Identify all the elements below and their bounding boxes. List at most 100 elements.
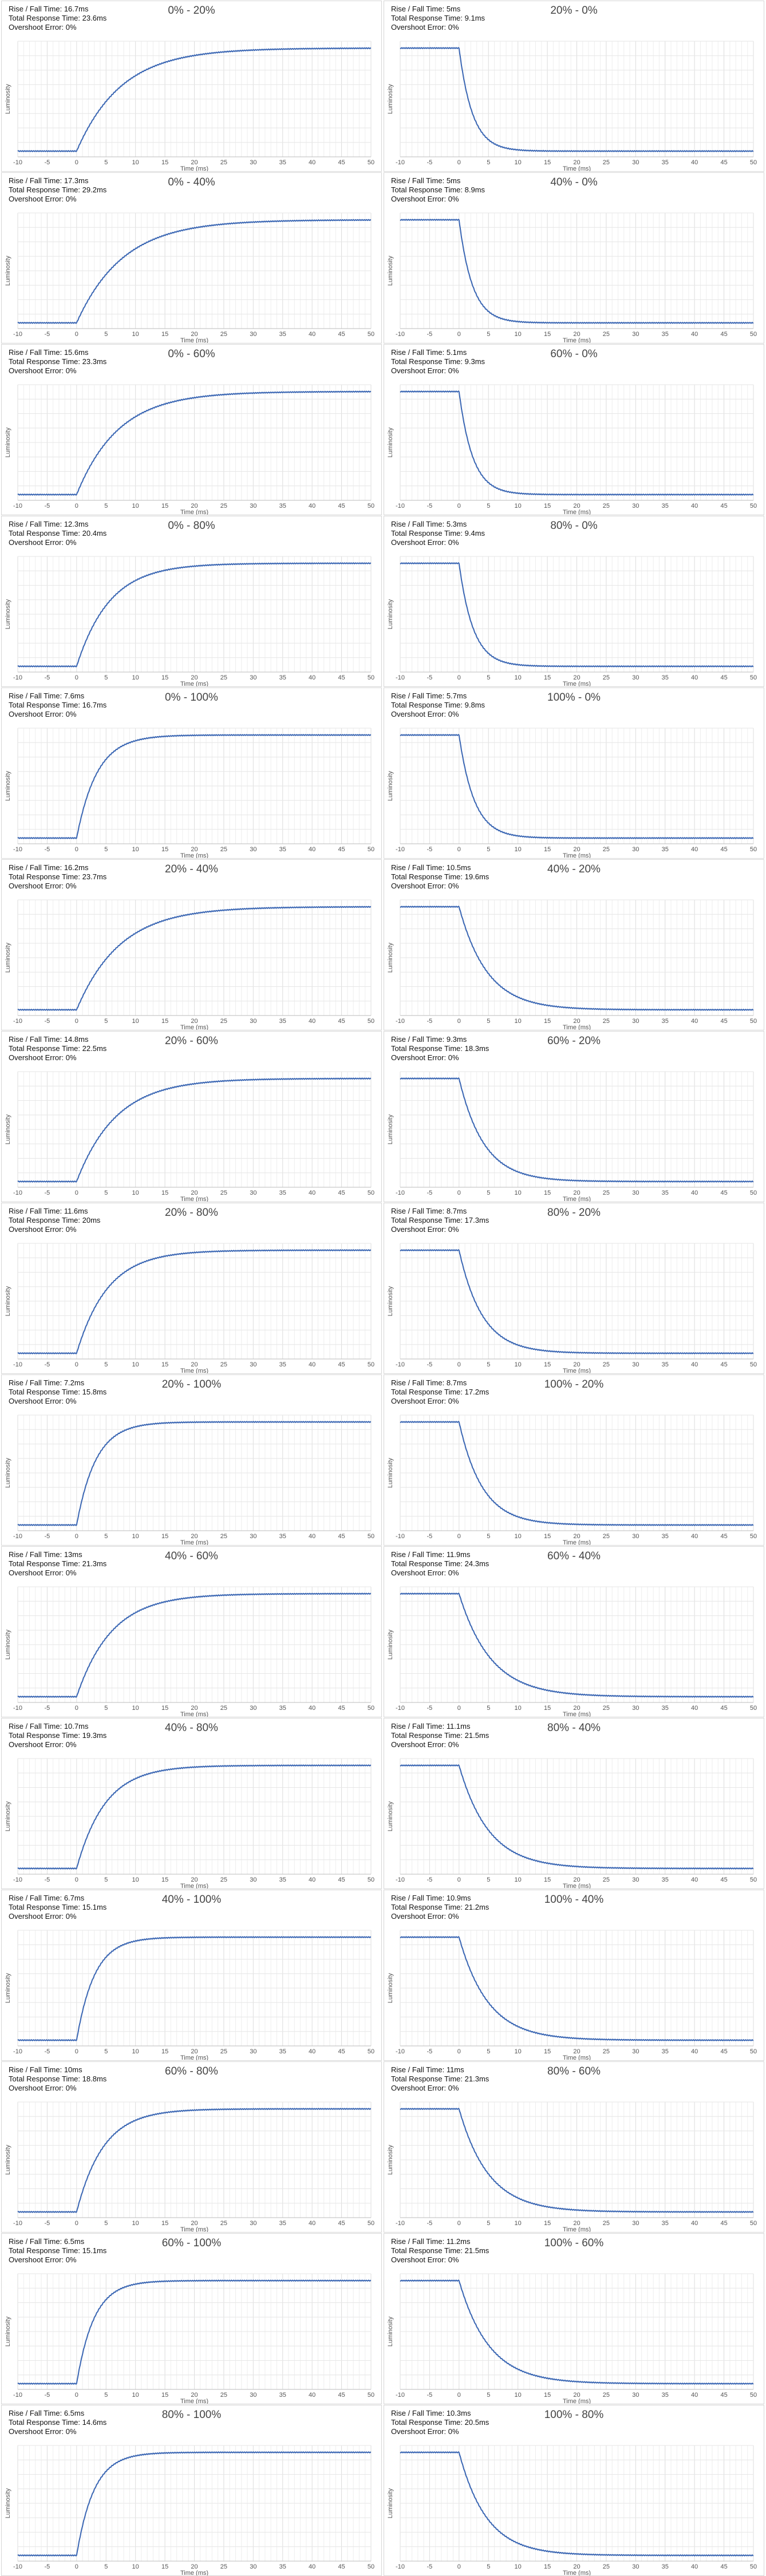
x-tick-label: 15 (161, 2220, 168, 2227)
total-response-time: Total Response Time: 21.5ms (391, 2246, 489, 2255)
x-tick-label: -10 (396, 503, 405, 509)
chart-panel: Rise / Fall Time: 11ms Total Response Tim… (384, 2061, 764, 2233)
x-tick-label: -5 (427, 1876, 433, 1883)
chart-panel: Rise / Fall Time: 5ms Total Response Time… (384, 172, 764, 343)
x-axis-label: Time (ms) (563, 165, 591, 172)
x-tick-label: -10 (13, 331, 22, 338)
x-tick-label: 45 (338, 1190, 345, 1196)
x-tick-label: 10 (132, 1533, 139, 1540)
total-response-time-label: Total Response Time: (9, 2418, 81, 2427)
x-tick-label: 25 (220, 674, 227, 681)
x-tick-label: 50 (750, 1190, 757, 1196)
total-response-time-label: Total Response Time: (9, 701, 81, 709)
x-tick-label: 35 (662, 2392, 669, 2399)
total-response-time-label: Total Response Time: (9, 185, 81, 194)
x-tick-label: -5 (427, 331, 433, 338)
x-tick-label: 35 (279, 503, 286, 509)
overshoot-error: Overshoot Error: 0% (391, 1225, 489, 1234)
total-response-time-value: 22.5ms (82, 1044, 107, 1053)
x-tick-label: 15 (544, 1705, 551, 1712)
rise-fall-time-value: 7.6ms (64, 692, 85, 700)
overshoot-error-label: Overshoot Error: (9, 23, 64, 31)
x-tick-label: 20 (573, 846, 580, 853)
y-axis-label: Luminosity (387, 1114, 394, 1144)
x-tick-label: 5 (487, 1361, 490, 1368)
chart-plot: -10 -5 0 5 10 15 20 25 30 35 40 45 50 Time (ms) Lumino… (5, 384, 374, 515)
total-response-time: Total Response Time: 19.6ms (391, 872, 489, 882)
total-response-time-label: Total Response Time: (9, 1731, 81, 1740)
x-tick-label: 0 (457, 2392, 461, 2399)
x-axis-label: Time (ms) (563, 1883, 591, 1889)
x-axis-label: Time (ms) (180, 1368, 208, 1374)
response-curve (17, 390, 372, 496)
total-response-time-label: Total Response Time: (391, 1731, 463, 1740)
rise-fall-time-value: 9.3ms (446, 1035, 467, 1044)
x-tick-label: 40 (691, 2563, 698, 2570)
x-tick-label: 40 (691, 1190, 698, 1196)
chart-title: 80% - 40% (547, 1722, 601, 1734)
chart-plot: -10 -5 0 5 10 15 20 25 30 35 40 45 50 Time (ms) Lumino… (5, 1758, 374, 1888)
overshoot-error-label: Overshoot Error: (9, 1568, 64, 1577)
x-tick-label: 50 (750, 846, 757, 853)
response-curve (17, 1764, 372, 1870)
total-response-time-value: 21.5ms (464, 2246, 489, 2255)
x-tick-label: 25 (603, 2220, 610, 2227)
x-tick-label: 35 (662, 1361, 669, 1368)
x-tick-label: 20 (191, 846, 198, 853)
x-tick-label: -5 (45, 503, 50, 509)
x-tick-label: -10 (396, 1361, 405, 1368)
overshoot-error-value: 0% (448, 538, 459, 547)
x-tick-label: 40 (691, 1361, 698, 1368)
overshoot-error-label: Overshoot Error: (9, 2084, 64, 2092)
overshoot-error: Overshoot Error: 0% (391, 1568, 489, 1578)
x-tick-label: 0 (75, 2220, 78, 2227)
total-response-time-label: Total Response Time: (391, 872, 463, 881)
total-response-time-label: Total Response Time: (391, 1559, 463, 1568)
y-axis-label: Luminosity (5, 2144, 11, 2175)
chart-plot: -10 -5 0 5 10 15 20 25 30 35 40 45 50 Time (ms) Lumino… (387, 1243, 757, 1373)
x-tick-label: 20 (191, 159, 198, 166)
x-tick-label: -5 (45, 2563, 50, 2570)
chart-panel: Rise / Fall Time: 10.3ms Total Response T… (384, 2405, 764, 2576)
x-tick-label: -5 (45, 1705, 50, 1712)
x-tick-label: 5 (104, 1876, 108, 1883)
x-tick-label: -5 (427, 846, 433, 853)
rise-fall-time-value: 10ms (64, 2065, 82, 2074)
x-tick-label: 25 (603, 159, 610, 166)
x-tick-label: -5 (45, 1876, 50, 1883)
x-tick-label: 0 (457, 1876, 461, 1883)
measurement-info: Rise / Fall Time: 10ms Total Response Tim… (9, 2065, 106, 2093)
chart-title: 40% - 80% (165, 1722, 218, 1734)
x-tick-label: 10 (515, 674, 522, 681)
x-tick-label: 50 (750, 503, 757, 509)
total-response-time-value: 18.8ms (82, 2075, 107, 2083)
chart-title: 60% - 80% (165, 2065, 218, 2077)
x-tick-label: 30 (250, 1705, 256, 1712)
overshoot-error-label: Overshoot Error: (391, 2084, 447, 2092)
x-tick-label: 50 (368, 1018, 374, 1025)
total-response-time: Total Response Time: 21.2ms (391, 1903, 489, 1912)
x-tick-label: 30 (632, 503, 639, 509)
overshoot-error: Overshoot Error: 0% (391, 538, 485, 547)
total-response-time: Total Response Time: 16.7ms (9, 701, 106, 710)
total-response-time-value: 20ms (82, 1216, 101, 1224)
total-response-time-label: Total Response Time: (391, 1903, 463, 1911)
x-tick-label: 20 (191, 1533, 198, 1540)
x-tick-label: 20 (191, 2563, 198, 2570)
x-tick-label: 50 (368, 159, 374, 166)
response-curve (17, 2451, 372, 2557)
x-tick-label: 5 (104, 2048, 108, 2055)
x-tick-label: 40 (309, 1018, 315, 1025)
x-axis-label: Time (ms) (180, 165, 208, 172)
total-response-time: Total Response Time: 21.3ms (391, 2075, 489, 2084)
x-tick-label: 45 (720, 1705, 727, 1712)
response-curve (400, 219, 754, 324)
response-curve (17, 1077, 372, 1183)
overshoot-error: Overshoot Error: 0% (391, 2084, 489, 2093)
x-tick-label: 20 (573, 2220, 580, 2227)
total-response-time-value: 29.2ms (82, 185, 107, 194)
x-tick-label: 35 (662, 2048, 669, 2055)
chart-plot: -10 -5 0 5 10 15 20 25 30 35 40 45 50 Time (ms) Lumino… (5, 1071, 374, 1202)
x-tick-label: 10 (515, 2392, 522, 2399)
x-tick-label: 25 (220, 1018, 227, 1025)
